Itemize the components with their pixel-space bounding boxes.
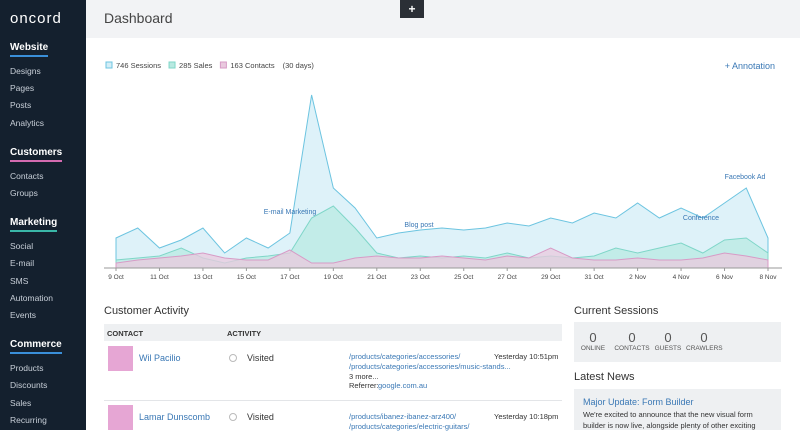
path[interactable]: /products/categories/accessories/music-s… bbox=[349, 362, 511, 371]
nav-section[interactable]: Commerce bbox=[10, 339, 62, 355]
avatar bbox=[108, 346, 133, 371]
news-box bbox=[574, 389, 781, 430]
path[interactable]: /products/categories/accessories/ bbox=[349, 352, 461, 361]
x-tick-label: 17 Oct bbox=[280, 274, 299, 281]
nav-item[interactable]: Sales bbox=[10, 397, 32, 408]
nav-section[interactable]: Customers bbox=[10, 147, 63, 162]
avatar bbox=[108, 405, 133, 430]
more[interactable]: 3 more... bbox=[349, 372, 379, 381]
area bbox=[115, 94, 769, 269]
header-bar bbox=[86, 0, 800, 38]
x-tick-label: 11 Oct bbox=[150, 274, 169, 281]
nav-section[interactable]: Marketing bbox=[10, 217, 58, 233]
nav-item[interactable]: Groups bbox=[10, 188, 38, 198]
news-headline[interactable]: Major Update: Form Builder bbox=[583, 397, 694, 407]
x-tick-label: 2 Nov bbox=[629, 274, 647, 281]
row-divider bbox=[104, 400, 562, 401]
nav-item[interactable]: Discounts bbox=[10, 380, 48, 391]
nav-item[interactable]: SMS bbox=[10, 275, 29, 286]
section-title: Customer Activity bbox=[104, 305, 189, 317]
x-tick-label: 19 Oct bbox=[324, 274, 343, 281]
activity-type: Visited bbox=[247, 353, 274, 363]
page-title: Dashboard bbox=[104, 10, 173, 26]
stat: 0 GUESTS bbox=[650, 330, 686, 352]
nav-item[interactable]: Products bbox=[10, 363, 44, 374]
nav-item[interactable]: Automation bbox=[10, 292, 53, 303]
activity-type: Visited bbox=[247, 412, 274, 422]
referrer-label: Referrer: bbox=[349, 381, 379, 390]
annotation[interactable]: Facebook Ad bbox=[725, 174, 766, 181]
nav-item[interactable]: Events bbox=[10, 310, 36, 320]
sessions-box: 0 ONLINE 0 CONTACTS 0 GUESTS 0 CRAWLERS bbox=[574, 322, 781, 362]
nav-item[interactable]: Designs bbox=[10, 66, 41, 76]
legend-label[interactable]: 163 Contacts bbox=[230, 61, 274, 70]
legend-label[interactable]: 746 Sessions bbox=[116, 61, 161, 70]
news-text: We're excited to announce that the new v… bbox=[583, 410, 756, 430]
x-tick-label: 13 Oct bbox=[193, 274, 212, 281]
annotation-button[interactable]: + Annotation bbox=[725, 61, 775, 71]
section-title: Current Sessions bbox=[574, 305, 659, 317]
nav-item[interactable]: Analytics bbox=[10, 117, 45, 128]
referrer[interactable]: google.com.au bbox=[378, 381, 428, 390]
contact-name[interactable]: Wil Pacilio bbox=[139, 353, 181, 363]
stat-value: 0 bbox=[628, 330, 636, 345]
annotation[interactable]: E-mail Marketing bbox=[264, 209, 317, 216]
section-title: Latest News bbox=[574, 371, 635, 383]
x-tick-label: 15 Oct bbox=[237, 274, 256, 281]
legend-swatch bbox=[219, 61, 227, 69]
legend-swatch bbox=[105, 61, 113, 69]
time: Yesterday 10:51pm bbox=[494, 352, 559, 361]
stat-label: CONTACTS bbox=[614, 345, 650, 352]
nav-item[interactable]: Posts bbox=[10, 100, 32, 111]
x-tick-label: 6 Nov bbox=[716, 274, 734, 281]
nav-item[interactable]: Pages bbox=[10, 83, 35, 94]
x-tick-label: 9 Oct bbox=[108, 274, 124, 281]
x-tick-label: 23 Oct bbox=[411, 274, 430, 281]
nav-item[interactable]: Contacts bbox=[10, 170, 44, 181]
timeline-dot bbox=[229, 354, 237, 362]
stat-value: 0 bbox=[589, 330, 597, 345]
x-tick-label: 25 Oct bbox=[454, 274, 473, 281]
legend-label[interactable]: 285 Sales bbox=[179, 61, 213, 70]
legend-note: (30 days) bbox=[283, 61, 315, 70]
stat: 0 CONTACTS bbox=[614, 330, 650, 352]
path[interactable]: /products/ibanez-ibanez-arz400/ bbox=[349, 412, 457, 421]
nav-item[interactable]: E-mail bbox=[10, 258, 35, 269]
stat-label: CRAWLERS bbox=[686, 345, 723, 352]
x-tick-label: 31 Oct bbox=[585, 274, 604, 281]
stat: 0 CRAWLERS bbox=[686, 330, 723, 352]
nav-item[interactable]: Social bbox=[10, 241, 34, 252]
column-header: CONTACT bbox=[107, 329, 144, 338]
column-header: ACTIVITY bbox=[227, 329, 262, 338]
logo[interactable]: oncord bbox=[10, 10, 62, 27]
chart: 746 Sessions 285 Sales 163 Contacts (30 day… bbox=[104, 61, 782, 281]
nav-section[interactable]: Website bbox=[10, 42, 49, 57]
stat-label: ONLINE bbox=[580, 345, 606, 352]
timeline-dot bbox=[229, 413, 237, 421]
time: Yesterday 10:18pm bbox=[494, 412, 559, 421]
x-tick-label: 27 Oct bbox=[498, 274, 517, 281]
x-tick-label: 29 Oct bbox=[541, 274, 560, 281]
sidebar: oncord Website Designs Pages Posts Analytics… bbox=[0, 0, 86, 430]
path[interactable]: /products/categories/electric-guitars/ bbox=[349, 422, 470, 431]
legend-swatch bbox=[168, 61, 176, 69]
nav-item[interactable]: Recurring bbox=[10, 414, 47, 425]
stat-label: GUESTS bbox=[654, 345, 682, 352]
x-tick-label: 4 Nov bbox=[673, 274, 691, 281]
x-tick-label: 21 Oct bbox=[367, 274, 386, 281]
x-tick-label: 8 Nov bbox=[760, 274, 778, 281]
annotation[interactable]: Blog post bbox=[404, 222, 433, 229]
stat-value: 0 bbox=[700, 330, 708, 345]
area bbox=[115, 247, 769, 269]
annotation[interactable]: Conference bbox=[683, 215, 719, 222]
contact-name[interactable]: Lamar Dunscomb bbox=[139, 412, 211, 422]
table-header bbox=[104, 324, 562, 341]
stat-value: 0 bbox=[664, 330, 672, 345]
add-button[interactable]: + bbox=[400, 0, 424, 18]
stat: 0 ONLINE bbox=[580, 330, 606, 352]
